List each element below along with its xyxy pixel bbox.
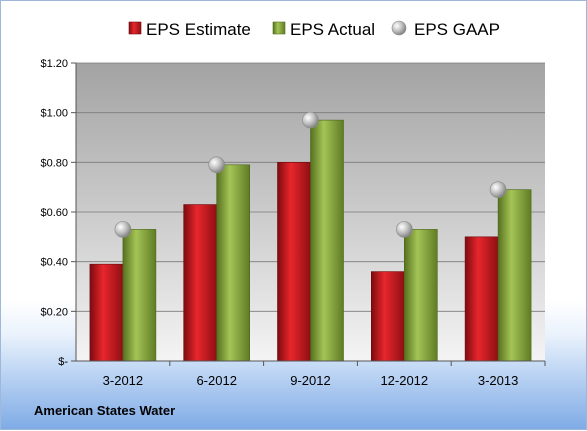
bar-eps-actual (122, 229, 157, 362)
marker-eps-gaap (302, 111, 319, 129)
x-tick-label: 6-2012 (196, 373, 236, 388)
x-tick-label: 3-2013 (478, 373, 518, 388)
marker-eps-gaap (114, 221, 132, 238)
bar-eps-estimate (89, 263, 124, 362)
y-tick-label: $- (58, 356, 68, 368)
series-eps-gaap (114, 111, 507, 238)
legend-swatch-eps-actual (272, 21, 286, 35)
company-name: American States Water (34, 403, 176, 418)
y-tick-label: $1.00 (40, 108, 68, 120)
legend: EPS Estimate EPS Actual EPS GAAP (128, 20, 500, 39)
y-axis: $- $0.20 $0.40 $0.60 $0.80 $1.00 $1.20 (40, 58, 77, 368)
bar-eps-actual (403, 229, 438, 362)
legend-label-eps-estimate: EPS Estimate (146, 20, 251, 39)
x-tick-label: 9-2012 (290, 373, 330, 388)
legend-swatch-eps-gaap (391, 20, 407, 36)
bar-eps-estimate (370, 271, 405, 362)
series-eps-actual (122, 119, 532, 362)
legend-item-eps-gaap: EPS GAAP (391, 20, 500, 39)
y-tick-label: $1.20 (40, 58, 68, 70)
x-tick-label: 12-2012 (380, 373, 428, 388)
bar-eps-estimate (183, 204, 217, 362)
y-tick-label: $0.40 (40, 257, 68, 269)
legend-item-eps-estimate: EPS Estimate (128, 20, 251, 39)
series-eps-estimate (89, 162, 499, 362)
marker-eps-gaap (395, 221, 413, 238)
legend-label-eps-actual: EPS Actual (290, 20, 375, 39)
bar-eps-actual (216, 164, 250, 362)
marker-eps-gaap (208, 156, 225, 174)
x-axis: 3-2012 6-2012 9-2012 12-2012 3-2013 (76, 360, 546, 388)
y-tick-label: $0.20 (40, 306, 68, 318)
legend-item-eps-actual: EPS Actual (272, 20, 375, 39)
legend-label-eps-gaap: EPS GAAP (414, 20, 500, 39)
x-tick-label: 3-2012 (103, 373, 143, 388)
bar-eps-estimate (277, 162, 311, 362)
bar-eps-actual (497, 189, 532, 362)
marker-eps-gaap (489, 181, 507, 198)
y-tick-label: $0.80 (40, 157, 68, 169)
bar-eps-estimate (464, 236, 499, 362)
bar-eps-actual (310, 119, 344, 362)
y-tick-label: $0.60 (40, 207, 68, 219)
legend-swatch-eps-estimate (128, 21, 142, 35)
